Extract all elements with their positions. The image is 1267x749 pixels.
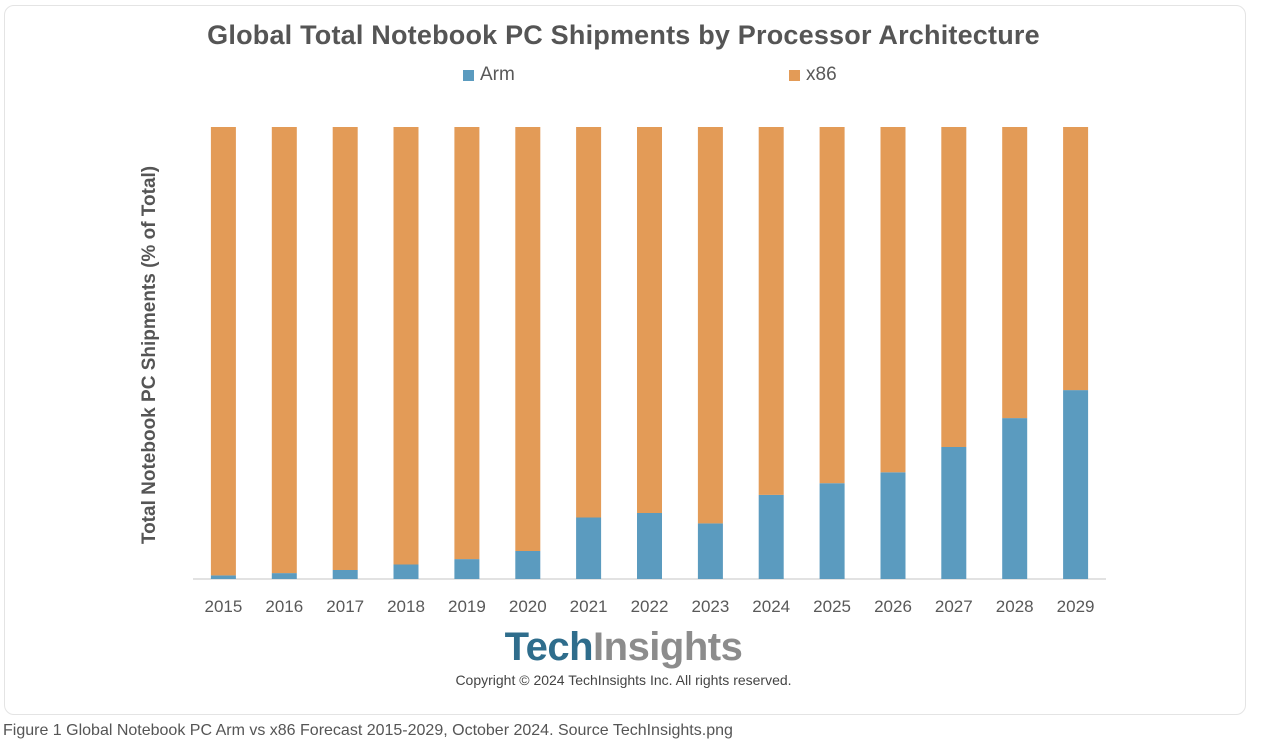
- bar-x86-2019: [454, 127, 480, 560]
- legend-label-x86: x86: [806, 64, 837, 85]
- techinsights-logo: TechInsights: [0, 625, 1247, 670]
- legend-item-arm: Arm: [463, 64, 515, 86]
- bar-arm-2025: [819, 483, 845, 579]
- x-tick-label: 2015: [204, 597, 242, 616]
- x-tick-label: 2022: [631, 597, 669, 616]
- x-tick-label: 2027: [935, 597, 973, 616]
- x-tick-label: 2017: [326, 597, 364, 616]
- x-tick-labels: 2015 2016 2017 2018 2019 2020 2021 2022 2023 2024…: [204, 597, 1094, 616]
- bar-x86-2016: [271, 127, 297, 574]
- logo-text-insights: Insights: [593, 625, 743, 669]
- bar-arm-2015: [210, 575, 236, 579]
- legend-swatch-arm: [463, 69, 474, 81]
- bar-arm-2019: [454, 559, 480, 579]
- x-tick-label: 2024: [752, 597, 790, 616]
- copyright-notice: Copyright © 2024 TechInsights Inc. All r…: [455, 672, 792, 688]
- bar-arm-2027: [941, 447, 967, 579]
- logo-text-tech: Tech: [504, 625, 594, 669]
- legend-item-x86: x86: [789, 64, 837, 86]
- bar-arm-2022: [637, 513, 662, 579]
- bar-arm-2021: [576, 517, 602, 579]
- chart-plot: 2015 2016 2017 2018 2019 2020 2021 2022 2023 2024…: [193, 127, 1106, 616]
- x-tick-label: 2029: [1057, 597, 1095, 616]
- bar-arm-2024: [758, 494, 784, 579]
- bar-x86-2029: [1063, 127, 1089, 391]
- bar-x86-2028: [1002, 127, 1028, 419]
- x-tick-label: 2026: [874, 597, 912, 616]
- legend-label-arm: Arm: [480, 64, 515, 85]
- bar-arm-2017: [332, 570, 358, 579]
- chart-title: Global Total Notebook PC Shipments by Pr…: [207, 20, 1040, 50]
- bar-x86-2022: [637, 127, 662, 513]
- x-tick-label: 2025: [813, 597, 851, 616]
- bar-arm-2020: [515, 551, 541, 579]
- bar-x86-2017: [332, 127, 358, 570]
- bar-x86-2026: [880, 127, 906, 473]
- bar-x86-2021: [576, 127, 602, 518]
- bar-x86-2023: [697, 127, 723, 524]
- bar-arm-2026: [880, 472, 906, 579]
- bar-x86-2015: [210, 127, 236, 576]
- bar-x86-2018: [393, 127, 419, 565]
- bar-arm-2028: [1002, 418, 1028, 579]
- bar-arm-2016: [271, 573, 297, 579]
- bars-layer: [210, 127, 1089, 579]
- bar-x86-2020: [515, 127, 541, 551]
- bar-x86-2024: [758, 127, 784, 495]
- chart-legend: Arm x86: [0, 64, 1247, 86]
- x-tick-label: 2018: [387, 597, 425, 616]
- x-tick-label: 2028: [996, 597, 1034, 616]
- bar-x86-2027: [941, 127, 967, 447]
- x-tick-label: 2023: [691, 597, 729, 616]
- bar-arm-2018: [393, 564, 419, 579]
- x-tick-label: 2020: [509, 597, 547, 616]
- x-tick-label: 2016: [265, 597, 303, 616]
- bar-arm-2029: [1063, 390, 1089, 579]
- x-tick-label: 2021: [570, 597, 608, 616]
- bar-arm-2023: [697, 523, 723, 579]
- legend-swatch-x86: [789, 69, 800, 81]
- bar-x86-2025: [819, 127, 845, 484]
- figure-caption: Figure 1 Global Notebook PC Arm vs x86 F…: [3, 722, 733, 739]
- x-tick-label: 2019: [448, 597, 486, 616]
